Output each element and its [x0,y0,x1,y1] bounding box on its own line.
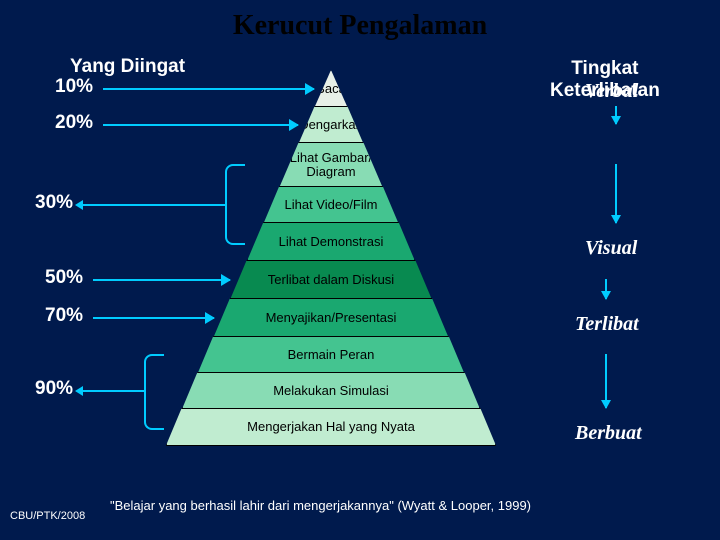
category-arrow-visual [615,164,617,223]
category-arrow-berbuat [605,354,607,408]
pyramid-level-0: Baca [314,70,348,108]
pyramid-level-8: Melakukan Simulasi [182,372,481,410]
pyramid-level-5: Terlibat dalam Diskusi [230,260,432,300]
pyramid-level-7: Bermain Peran [197,336,464,374]
pct-90%: 90% [35,378,73,400]
quote: "Belajar yang berhasil lahir dari menger… [110,498,531,513]
pyramid-level-2: Lihat Gambar/Diagram [279,142,383,188]
pyramid-level-6: Menyajikan/Presentasi [213,298,449,338]
page-title: Kerucut Pengalaman [0,10,720,42]
pyramid-level-4: Lihat Demonstrasi [247,222,416,262]
pyramid-level-3: Lihat Video/Film [263,186,398,224]
arrow-70% [93,317,214,319]
arrow-50% [93,279,230,281]
pct-70%: 70% [45,305,83,327]
category-visual: Visual [585,237,637,260]
arrow-10% [103,88,314,90]
category-terlibat: Terlibat [575,313,639,336]
footnote: CBU/PTK/2008 [10,510,85,522]
brace-90% [144,354,164,430]
category-berbuat: Berbuat [575,422,642,445]
pct-20%: 20% [55,112,93,134]
brace-30% [225,164,245,245]
category-verbal: Verbal [585,80,638,103]
pyramid-level-9: Mengerjakan Hal yang Nyata [166,408,496,446]
left-header: Yang Diingat [70,56,185,78]
pct-30%: 30% [35,192,73,214]
pyramid-level-1: Dengarkan [298,106,363,144]
pct-10%: 10% [55,76,93,98]
arrow-20% [103,124,298,126]
category-arrow-terlibat [605,279,607,299]
pct-50%: 50% [45,267,83,289]
category-arrow-verbal [615,106,617,124]
